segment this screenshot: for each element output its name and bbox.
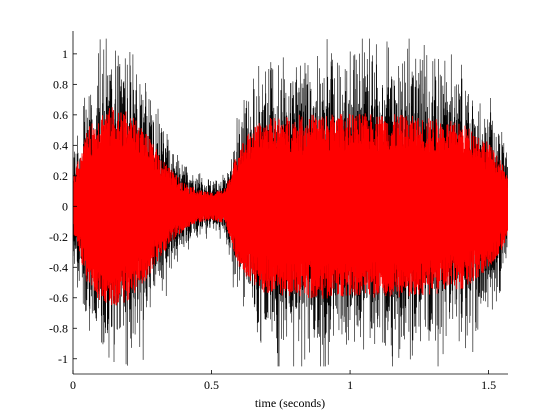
y-tick-label: 0.6 — [53, 108, 68, 122]
y-tick-label: -0.6 — [49, 291, 68, 305]
y-tick-label: -1 — [58, 352, 68, 366]
y-tick-label: 0.8 — [53, 77, 68, 91]
axes: -1 -0.8 -0.6 -0.4 -0.2 0 0.2 0.4 0.6 0.8 1 0 0.5 1 1.5 — [49, 31, 508, 392]
y-tick-label: 0.4 — [53, 138, 68, 152]
y-tick-label: -0.2 — [49, 230, 68, 244]
series-line-red — [73, 107, 508, 306]
x-tick-label: 0.5 — [204, 378, 219, 392]
x-axis-label: time (seconds) — [255, 396, 325, 410]
y-tick-label: 0.2 — [53, 169, 68, 183]
x-tick-label: 0 — [70, 378, 76, 392]
y-tick-label: -0.8 — [49, 321, 68, 335]
x-tick-label: 1.5 — [481, 378, 496, 392]
y-tick-label: 0 — [62, 199, 68, 213]
y-tick-label: 1 — [62, 47, 68, 61]
plot-area — [73, 38, 508, 367]
x-tick-label: 1 — [347, 378, 353, 392]
y-tick-label: -0.4 — [49, 260, 68, 274]
